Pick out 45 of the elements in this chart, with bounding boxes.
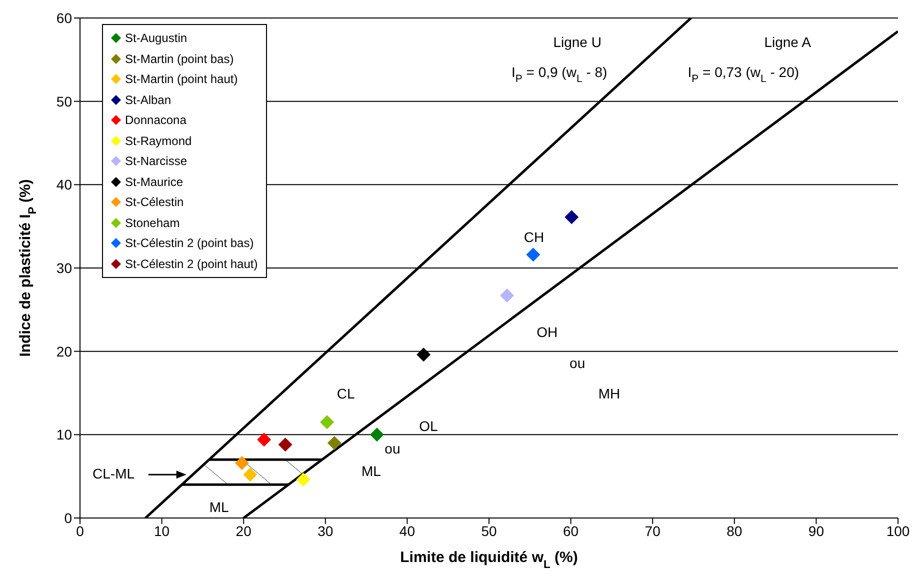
x-tick-label: 90 bbox=[808, 522, 824, 539]
annotation: Ligne U bbox=[553, 34, 602, 50]
y-tick-label: 10 bbox=[56, 426, 72, 443]
x-tick-label: 70 bbox=[644, 522, 661, 539]
x-tick-label: 50 bbox=[481, 522, 497, 539]
legend-label: Donnacona bbox=[125, 113, 186, 128]
x-tick-label: 80 bbox=[726, 522, 742, 539]
annotation: Ligne A bbox=[764, 34, 812, 50]
legend-label: St-Narcisse bbox=[125, 154, 188, 168]
x-tick-label: 10 bbox=[154, 522, 170, 539]
annotation: CL-ML bbox=[92, 465, 135, 482]
annotation: ou bbox=[570, 354, 586, 371]
annotation: CH bbox=[524, 228, 544, 245]
x-tick-label: 0 bbox=[76, 522, 84, 539]
y-tick-label: 20 bbox=[56, 343, 72, 360]
y-tick-label: 50 bbox=[56, 93, 72, 110]
x-tick-label: 100 bbox=[886, 522, 910, 539]
annotation: OL bbox=[419, 418, 438, 434]
annotation: I$_{P}$ = 0,73 (w$_{L}$ - 20) bbox=[688, 64, 800, 85]
legend-label: St-Martin (point bas) bbox=[125, 52, 234, 66]
annotation: ML bbox=[209, 498, 229, 515]
legend-label: St-Raymond bbox=[125, 134, 192, 148]
legend-label: St-Maurice bbox=[125, 174, 184, 189]
legend-label: St-Martin (point haut) bbox=[125, 72, 238, 86]
annotation: ou bbox=[384, 440, 400, 456]
legend-label: St-Célestin bbox=[125, 195, 184, 210]
y-tick-label: 40 bbox=[56, 176, 72, 193]
annotation: ML bbox=[361, 462, 382, 479]
x-tick-label: 30 bbox=[318, 522, 334, 539]
legend-label: St-Alban bbox=[125, 92, 172, 107]
y-tick-label: 60 bbox=[56, 10, 72, 26]
legend-label: St-Célestin 2 (point haut) bbox=[125, 256, 258, 271]
annotation: MH bbox=[598, 385, 620, 402]
x-axis-title: Limite de liquidité w$_{L}$ (%) bbox=[400, 549, 578, 571]
legend-label: Stoneham bbox=[125, 216, 180, 230]
x-tick-label: 40 bbox=[399, 522, 416, 539]
y-tick-label: 30 bbox=[56, 260, 72, 276]
annotation: OH bbox=[536, 324, 558, 340]
x-tick-label: 60 bbox=[563, 522, 579, 539]
annotation: CL bbox=[336, 385, 356, 402]
annotation: I$_{P}$ = 0,9 (w$_{L}$ - 8) bbox=[511, 64, 608, 85]
x-tick-label: 20 bbox=[236, 522, 252, 539]
legend-label: St-Augustin bbox=[125, 31, 188, 46]
y-tick-label: 0 bbox=[64, 510, 72, 526]
legend-label: St-Célestin 2 (point bas) bbox=[125, 236, 254, 250]
